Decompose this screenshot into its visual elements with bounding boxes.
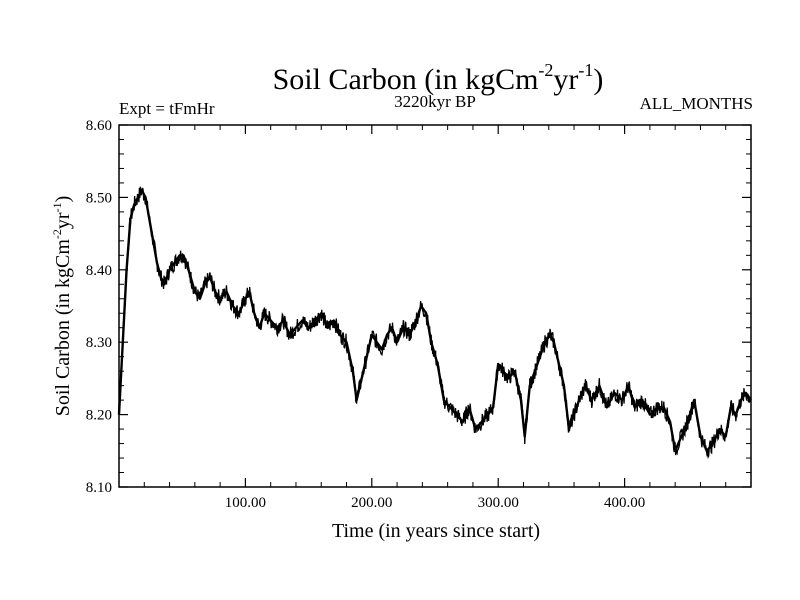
y-axis-label: Soil Carbon (in kgCm-2yr-1) <box>50 196 74 417</box>
title-superscript-1: -2 <box>538 60 553 80</box>
title-superscript-2: -1 <box>578 60 593 80</box>
x-tick-label: 200.00 <box>351 495 392 511</box>
x-axis-label: Time (in years since start) <box>332 520 540 542</box>
series-noise-line <box>118 186 752 459</box>
period-label: 3220kyr BP <box>394 92 476 111</box>
y-tick-label: 8.10 <box>86 480 112 496</box>
x-tick-label: 300.00 <box>478 495 519 511</box>
months-label: ALL_MONTHS <box>640 94 753 113</box>
y-tick-label: 8.50 <box>86 190 112 206</box>
plot-frame <box>118 124 752 488</box>
experiment-label: Expt = tFmHr <box>119 99 215 118</box>
y-tick-label: 8.40 <box>86 263 112 279</box>
chart-title: Soil Carbon (in kgCm-2yr-1) <box>273 60 604 96</box>
x-tick-label: 100.00 <box>225 495 266 511</box>
series-layer <box>117 186 752 459</box>
y-tick-label: 8.30 <box>86 335 112 351</box>
y-tick-label: 8.60 <box>86 118 112 134</box>
ylabel-superscript-2: -1 <box>50 202 64 212</box>
x-tick-label: 400.00 <box>604 495 645 511</box>
y-tick-label: 8.20 <box>86 408 112 424</box>
ylabel-superscript-1: -2 <box>50 229 64 239</box>
